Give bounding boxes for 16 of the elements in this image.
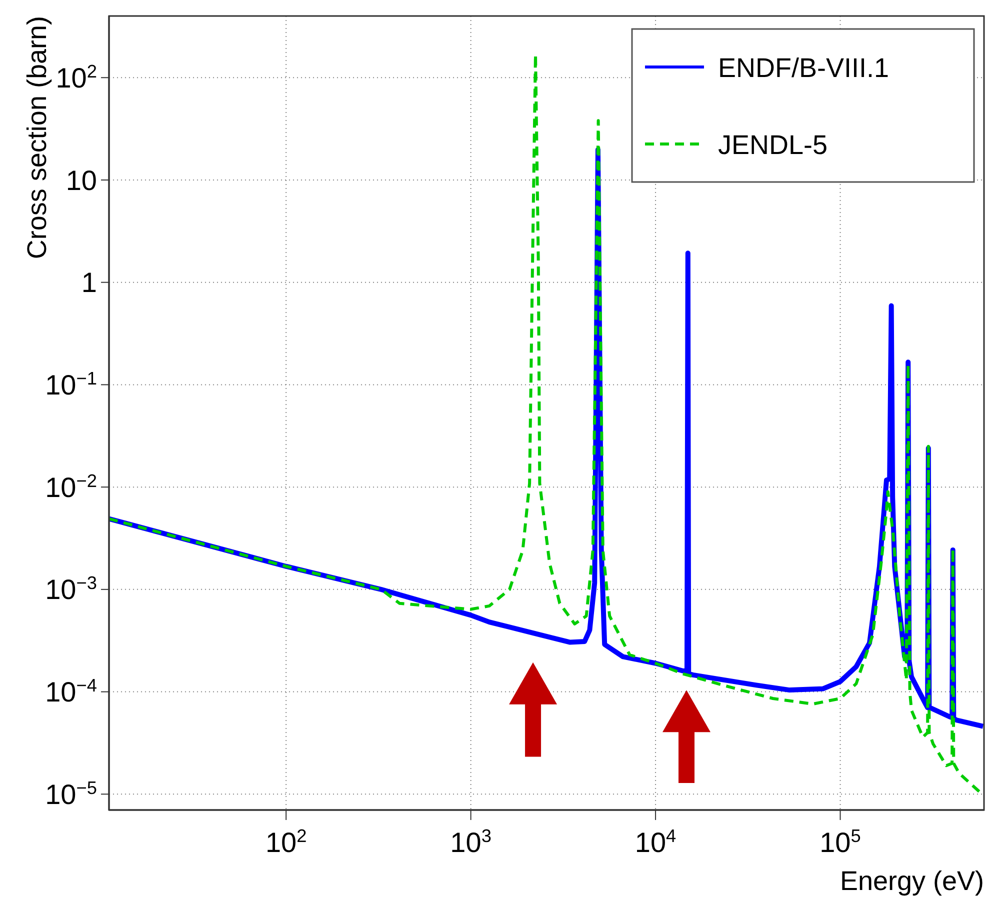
- y-tick-label: 10$^{−1}$: [45, 368, 97, 401]
- x-tick-label: 10$^{3}$: [450, 826, 492, 858]
- x-axis-title: Energy (eV): [840, 866, 984, 896]
- y-tick-label: 10$^{−4}$: [45, 676, 97, 708]
- y-tick-label: 1: [81, 267, 97, 298]
- x-tick-label: 10$^{2}$: [265, 826, 307, 858]
- x-tick-label: 10$^{5}$: [820, 826, 861, 858]
- x-tick-label: 10$^{4}$: [634, 826, 676, 858]
- y-tick-label: 10: [66, 164, 97, 196]
- legend-label: ENDF/B-VIII.1: [718, 53, 890, 83]
- y-tick-label: 10$^{−3}$: [45, 573, 97, 606]
- legend-label: JENDL-5: [718, 130, 828, 160]
- y-tick-label: 10$^{−2}$: [45, 470, 97, 503]
- y-axis-title: Cross section (barn): [22, 16, 52, 260]
- y-tick-label: 10$^{−5}$: [45, 778, 97, 810]
- y-tick-label: 10$^{2}$: [56, 61, 97, 94]
